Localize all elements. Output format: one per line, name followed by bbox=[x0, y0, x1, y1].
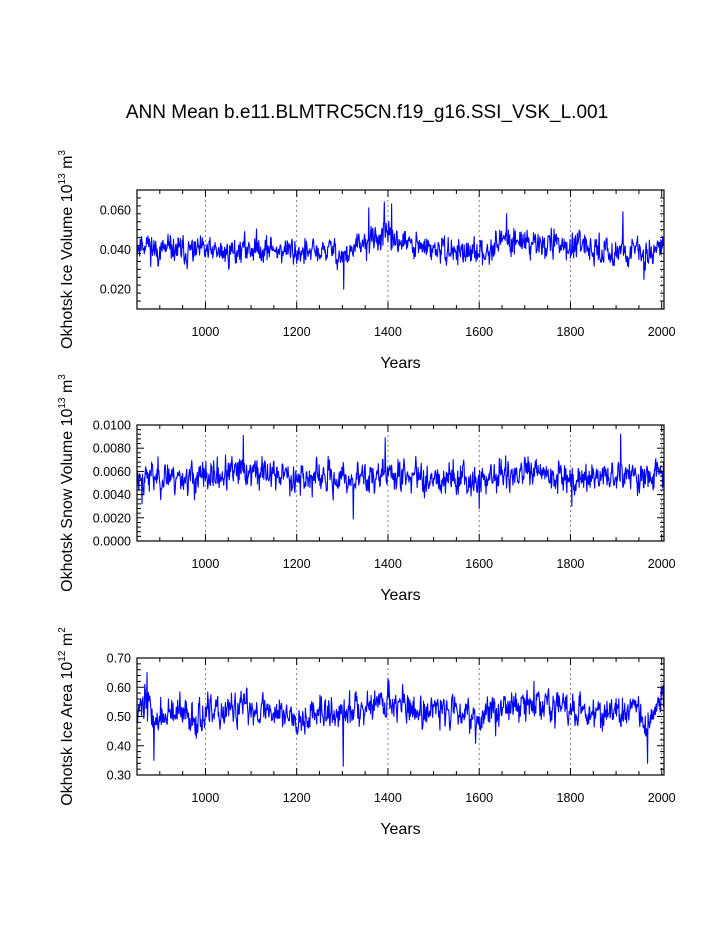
x-tick-label: 1400 bbox=[374, 791, 402, 805]
series-line bbox=[136, 201, 665, 290]
series-line bbox=[136, 672, 665, 767]
plot-frame bbox=[136, 424, 665, 542]
y-tick-label: 0.060 bbox=[100, 203, 131, 217]
y-tick-label: 0.040 bbox=[100, 243, 131, 257]
series-line bbox=[136, 433, 665, 520]
y-label-exponent: 13 bbox=[57, 397, 68, 409]
y-label-unit: m bbox=[59, 633, 76, 651]
y-label-text: Okhotsk Ice Area 10 bbox=[59, 662, 76, 806]
panel-ice-volume: 1000 1200 1400 1600 1800 2000 0.020 0.040 0.060 Y… bbox=[57, 150, 676, 372]
y-label-unit: m bbox=[59, 380, 76, 398]
y-tick-label: 0.0020 bbox=[93, 511, 131, 525]
x-tick-label: 2000 bbox=[648, 791, 676, 805]
y-tick-label: 0.40 bbox=[107, 739, 131, 753]
y-label-unit-exponent: 3 bbox=[57, 150, 68, 156]
y-tick-label: 0.0040 bbox=[93, 488, 131, 502]
plot-frame bbox=[136, 189, 665, 310]
y-label-text: Okhotsk Ice Volume 10 bbox=[59, 184, 76, 349]
panel-snow-volume: 1000 1200 1400 1600 1800 2000 0.0000 0.0020 0.00… bbox=[57, 374, 676, 604]
x-tick-label: 1000 bbox=[192, 557, 220, 571]
y-label-text: Okhotsk Snow Volume 10 bbox=[59, 409, 76, 592]
x-tick-label: 1200 bbox=[283, 325, 311, 339]
x-tick-label: 1800 bbox=[557, 325, 585, 339]
y-label-unit-exponent: 3 bbox=[57, 374, 68, 380]
y-tick-label: 0.020 bbox=[100, 283, 131, 297]
y-label-unit: m bbox=[59, 156, 76, 174]
x-tick-label: 1200 bbox=[283, 557, 311, 571]
x-tick-label: 2000 bbox=[648, 557, 676, 571]
x-axis-label: Years bbox=[380, 821, 420, 838]
y-tick-label: 0.60 bbox=[107, 681, 131, 695]
y-tick-label: 0.0080 bbox=[93, 442, 131, 456]
y-label-exponent: 13 bbox=[57, 173, 68, 185]
figure-title: ANN Mean b.e11.BLMTRC5CN.f19_g16.SSI_VSK… bbox=[126, 102, 608, 123]
x-tick-label: 1600 bbox=[465, 557, 493, 571]
x-tick-label: 1600 bbox=[465, 325, 493, 339]
x-axis-label: Years bbox=[380, 587, 420, 604]
x-tick-label: 1200 bbox=[283, 791, 311, 805]
x-tick-label: 2000 bbox=[648, 325, 676, 339]
x-tick-label: 1800 bbox=[557, 791, 585, 805]
y-tick-label: 0.50 bbox=[107, 710, 131, 724]
y-tick-label: 0.30 bbox=[107, 769, 131, 783]
x-tick-label: 1400 bbox=[374, 557, 402, 571]
y-axis-label: Okhotsk Ice Volume 1013 m3 bbox=[57, 150, 76, 349]
y-label-unit-exponent: 2 bbox=[57, 627, 68, 633]
panel-ice-area: 1000 1200 1400 1600 1800 2000 0.30 0.40 0.50 0.60… bbox=[57, 627, 676, 838]
x-tick-label: 1800 bbox=[557, 557, 585, 571]
y-tick-label: 0.0060 bbox=[93, 465, 131, 479]
y-axis-label: Okhotsk Ice Area 1012 m2 bbox=[57, 627, 76, 806]
y-tick-label: 0.0000 bbox=[93, 535, 131, 549]
x-tick-label: 1000 bbox=[192, 791, 220, 805]
y-label-exponent: 12 bbox=[57, 650, 68, 662]
y-tick-label: 0.70 bbox=[107, 652, 131, 666]
x-axis-label: Years bbox=[380, 355, 420, 372]
y-tick-label: 0.0100 bbox=[93, 419, 131, 433]
x-tick-label: 1400 bbox=[374, 325, 402, 339]
x-tick-label: 1600 bbox=[465, 791, 493, 805]
x-tick-label: 1000 bbox=[192, 325, 220, 339]
y-axis-label: Okhotsk Snow Volume 1013 m3 bbox=[57, 374, 76, 592]
